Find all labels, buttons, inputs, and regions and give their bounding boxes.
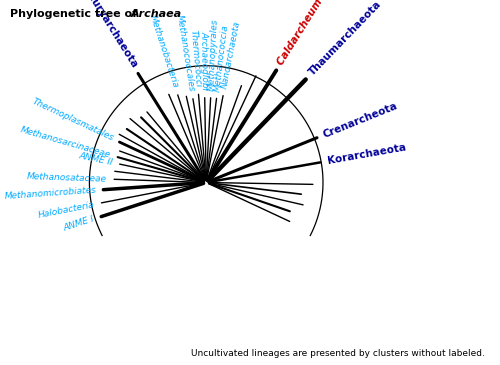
Text: Methanococcales: Methanococcales — [175, 14, 197, 92]
Text: Methanobacteria: Methanobacteria — [148, 14, 180, 89]
Text: Thermococci: Thermococci — [188, 29, 202, 88]
Text: Halobacteria: Halobacteria — [38, 200, 96, 220]
Text: Methanopyrales: Methanopyrales — [206, 18, 220, 91]
Text: ANME II: ANME II — [78, 151, 114, 167]
Text: Phylogenetic tree of: Phylogenetic tree of — [10, 9, 141, 19]
Text: Methanosarcinaceae: Methanosarcinaceae — [20, 125, 112, 160]
Text: Methanococcia: Methanococcia — [213, 23, 230, 92]
Text: Archaea: Archaea — [131, 9, 182, 19]
Text: Korarchaeota: Korarchaeota — [326, 142, 406, 166]
Text: Caldarcheum group: Caldarcheum group — [276, 0, 345, 67]
Text: Uncultivated lineages are presented by clusters without labeled.: Uncultivated lineages are presented by c… — [191, 349, 485, 358]
Text: Crenarcheota: Crenarcheota — [322, 101, 400, 140]
Text: Nanoarchaeota: Nanoarchaeota — [220, 20, 242, 89]
Text: Methanosataceae: Methanosataceae — [27, 172, 107, 184]
Text: Thermoplasmatales: Thermoplasmatales — [30, 97, 115, 143]
Text: ANME I: ANME I — [62, 215, 96, 233]
Text: Euryarchaeota: Euryarchaeota — [84, 0, 138, 70]
Text: Thaumarchaeota: Thaumarchaeota — [307, 0, 384, 78]
Text: Archaeoglobi: Archaeoglobi — [199, 31, 209, 91]
Text: Methanomicrobiates: Methanomicrobiates — [4, 186, 96, 201]
